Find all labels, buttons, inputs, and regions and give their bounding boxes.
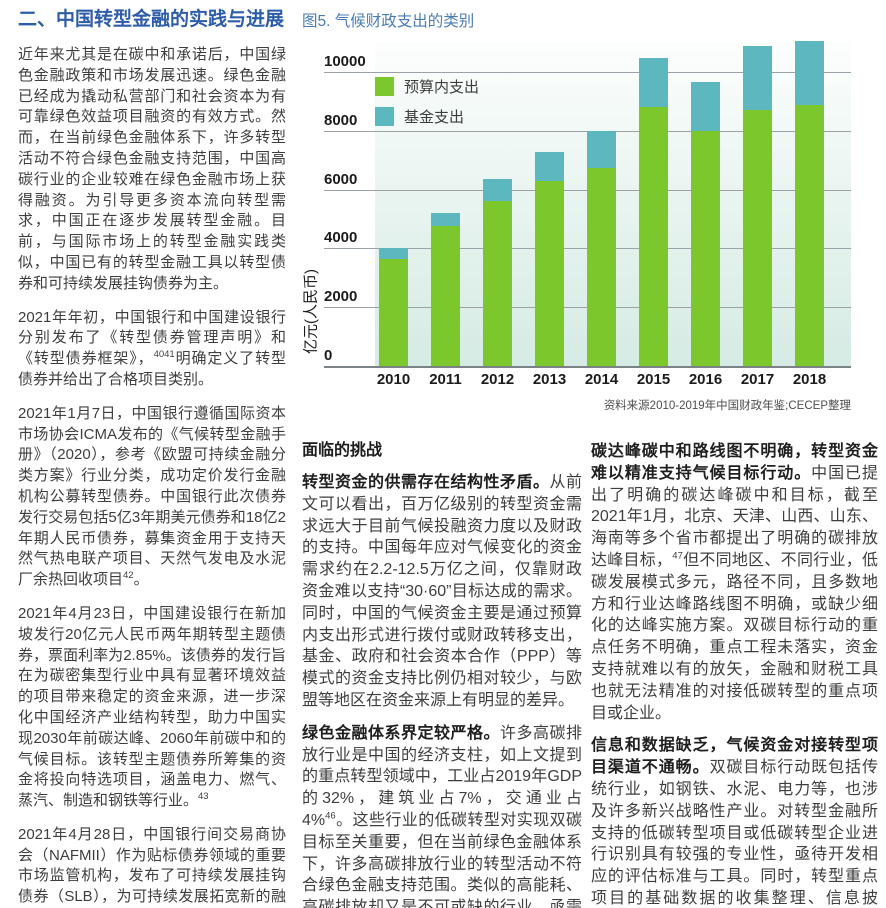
paragraph: 近年来尤其是在碳中和承诺后，中国绿色金融政策和市场发展迅速。绿色金融已经成为撬动… (18, 46, 286, 292)
x-tick-label: 2017 (740, 371, 775, 388)
y-tick-label: 4000 (324, 229, 358, 247)
y-tick-label: 6000 (324, 170, 358, 188)
bar-segment-fund (483, 179, 512, 202)
bar-segment-budget (379, 258, 408, 366)
climate-chart: 预算内支出 基金支出 亿元(人民币) 资料来源2010-2019年中国财政年鉴;… (302, 40, 886, 420)
gridline (324, 72, 851, 73)
bar-segment-budget (431, 225, 460, 366)
bar-segment-fund (743, 45, 772, 111)
paragraph: 2021年年初，中国银行和中国建设银行分别发布了《转型债券管理声明》和《转型债券… (18, 308, 286, 388)
bar-segment-budget (587, 168, 616, 366)
x-tick-label: 2013 (532, 371, 567, 388)
x-tick-label: 2016 (688, 371, 723, 388)
legend-item-budget: 预算内支出 (375, 76, 479, 97)
bar-segment-budget (639, 106, 668, 366)
figure-title: 图5. 气候财政支出的类别 (302, 13, 475, 30)
x-tick-label: 2015 (636, 371, 671, 388)
legend-item-fund: 基金支出 (375, 106, 479, 127)
x-axis-line (324, 366, 851, 368)
y-tick-label: 8000 (324, 111, 358, 129)
y-tick-label: 2000 (324, 288, 358, 306)
chart-legend: 预算内支出 基金支出 (375, 76, 479, 136)
paragraph: 转型资金的供需存在结构性矛盾。从前文可以看出，百万亿级别的转型资金需求远大于目前… (302, 474, 582, 709)
bar-segment-fund (691, 81, 720, 131)
paragraph: 信息和数据缺乏，气候资金对接转型项目渠道不通畅。双碳目标行动既包括传统行业，如钢… (591, 737, 878, 907)
bar-segment-budget (795, 104, 824, 366)
challenges-heading: 面临的挑战 (302, 442, 383, 459)
bar-segment-fund (795, 41, 824, 105)
y-tick-label: 0 (324, 347, 333, 364)
paragraph: 碳达峰碳中和路线图不明确，转型资金难以精准支持气候目标行动。中国已提出了明确的碳… (591, 443, 878, 722)
bar-segment-fund (535, 151, 564, 181)
bar-segment-budget (691, 130, 720, 366)
bar-segment-budget (535, 180, 564, 366)
x-tick-label: 2011 (429, 371, 462, 388)
legend-label-fund: 基金支出 (404, 109, 465, 126)
legend-label-budget: 预算内支出 (404, 79, 480, 96)
paragraph: 2021年4月28日，中国银行间交易商协会（NAFMII）作为贴标债券领域的重要… (18, 825, 286, 906)
bar-segment-fund (587, 130, 616, 169)
bar-segment-fund (431, 213, 460, 226)
y-axis-title: 亿元(人民币) (302, 269, 320, 354)
y-tick-label: 10000 (324, 53, 366, 70)
bar-segment-fund (639, 58, 668, 107)
x-tick-label: 2010 (376, 371, 411, 388)
x-tick-label: 2012 (480, 371, 515, 388)
left-column: 二、中国转型金融的实践与进展 近年来尤其是在碳中和承诺后，中国绿色金融政策和市场… (18, 8, 286, 908)
challenges-right-column: 碳达峰碳中和路线图不明确，转型资金难以精准支持气候目标行动。中国已提出了明确的碳… (591, 441, 878, 908)
paragraph: 2021年1月7日，中国银行遵循国际资本市场协会ICMA发布的《气候转型金融手册… (18, 404, 286, 589)
bar-segment-fund (379, 248, 408, 259)
legend-swatch-fund (375, 107, 394, 126)
paragraph: 绿色金融体系界定较严格。许多高碳排放行业是中国的经济支柱，如上文提到的重点转型领… (302, 724, 582, 908)
chart-source: 资料来源2010-2019年中国财政年鉴;CECEP整理 (603, 400, 851, 412)
x-tick-label: 2018 (792, 371, 827, 388)
legend-swatch-budget (375, 77, 394, 96)
section-heading: 二、中国转型金融的实践与进展 (18, 9, 285, 30)
paragraph: 2021年4月23日，中国建设银行在新加坡发行20亿元人民币两年期转型主题债券，… (18, 604, 286, 810)
bar-segment-budget (483, 201, 512, 366)
bar-segment-budget (743, 110, 772, 366)
x-tick-label: 2014 (584, 371, 619, 388)
challenges-left-column: 面临的挑战 转型资金的供需存在结构性矛盾。从前文可以看出，百万亿级别的转型资金需… (302, 441, 582, 908)
